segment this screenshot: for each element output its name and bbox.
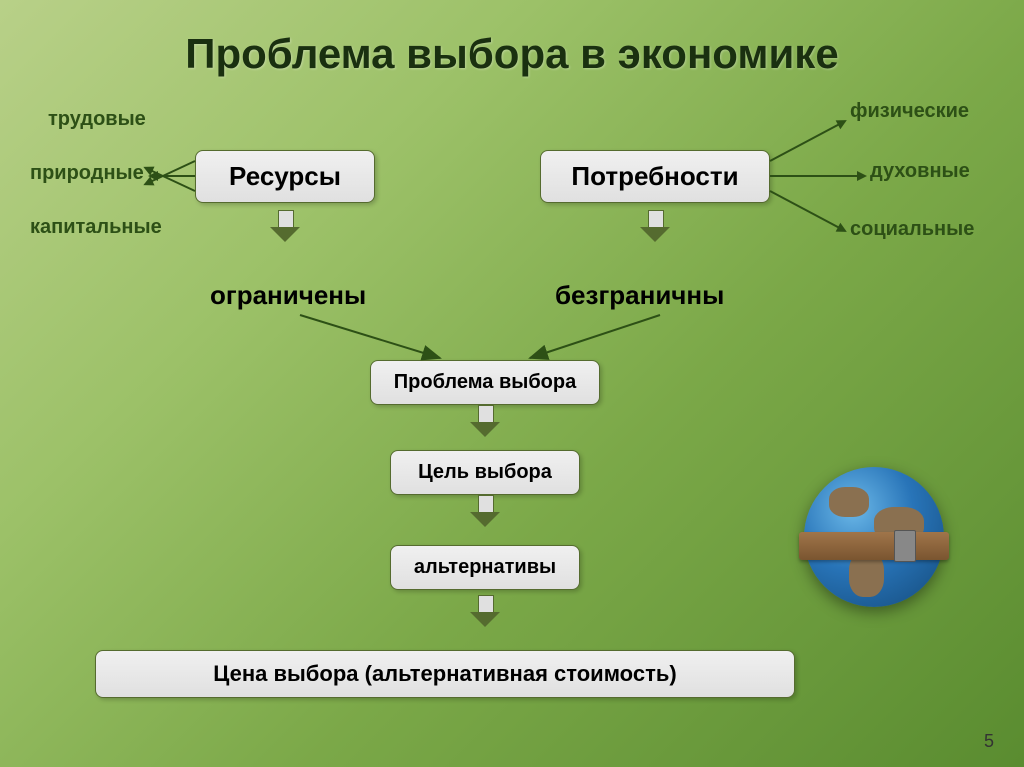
arrow-icon xyxy=(150,175,195,177)
down-arrow-icon xyxy=(470,405,500,440)
node-resources: Ресурсы xyxy=(195,150,375,203)
label-social: социальные xyxy=(850,218,974,241)
node-needs: Потребности xyxy=(540,150,770,203)
label-labor: трудовые xyxy=(48,108,146,131)
label-natural: природные xyxy=(30,162,144,185)
node-price: Цена выбора (альтернативная стоимость) xyxy=(95,650,795,698)
node-unlimited: безграничны xyxy=(555,280,724,311)
down-arrow-icon xyxy=(470,595,500,630)
arrow-icon xyxy=(770,175,865,177)
label-capital: капитальные xyxy=(30,216,162,239)
page-number: 5 xyxy=(984,731,994,752)
node-alternatives: альтернативы xyxy=(390,545,580,590)
page-title: Проблема выбора в экономике xyxy=(0,0,1024,78)
globe-belt-icon xyxy=(804,467,964,617)
arrow-icon xyxy=(770,190,846,232)
node-limited: ограничены xyxy=(210,280,366,311)
node-problem: Проблема выбора xyxy=(370,360,600,405)
down-arrow-icon xyxy=(270,210,300,245)
label-spiritual: духовные xyxy=(870,160,970,183)
down-arrow-icon xyxy=(470,495,500,530)
node-goal: Цель выбора xyxy=(390,450,580,495)
arrow-icon xyxy=(770,120,846,162)
label-physical: физические xyxy=(850,100,969,123)
down-arrow-icon xyxy=(640,210,670,245)
